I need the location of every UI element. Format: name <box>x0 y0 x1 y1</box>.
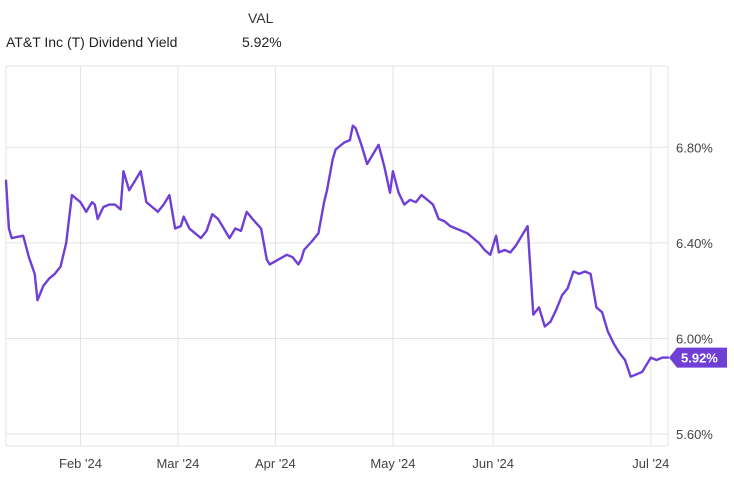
y-tick-label: 5.60% <box>676 427 713 442</box>
x-tick-label: Jul '24 <box>632 456 669 471</box>
series-layer <box>4 124 670 378</box>
chart-grid <box>5 65 669 447</box>
y-tick-label: 6.40% <box>676 236 713 251</box>
x-tick-label: Feb '24 <box>59 456 102 471</box>
last-value-badge-shape <box>669 347 727 368</box>
legend-column-header: VAL <box>248 10 274 26</box>
x-axis-ticks: Feb '24 Mar '24 Apr '24 May '24 Jun '24 Jul '… <box>59 456 669 471</box>
legend-series-name: AT&T Inc (T) Dividend Yield <box>6 34 178 50</box>
x-tick-label: Apr '24 <box>255 456 296 471</box>
y-axis-ticks: 5.60% 6.00% 6.40% 6.80% <box>676 140 713 442</box>
last-value-badge: 5.92% <box>669 347 727 368</box>
series-line <box>4 124 670 378</box>
x-tick-label: May '24 <box>370 456 415 471</box>
y-tick-label: 6.80% <box>676 140 713 155</box>
last-value-label: 5.92% <box>681 351 718 366</box>
y-tick-label: 6.00% <box>676 331 713 346</box>
x-tick-label: Mar '24 <box>156 456 199 471</box>
x-tick-label: Jun '24 <box>472 456 514 471</box>
legend-series-value: 5.92% <box>242 34 282 50</box>
